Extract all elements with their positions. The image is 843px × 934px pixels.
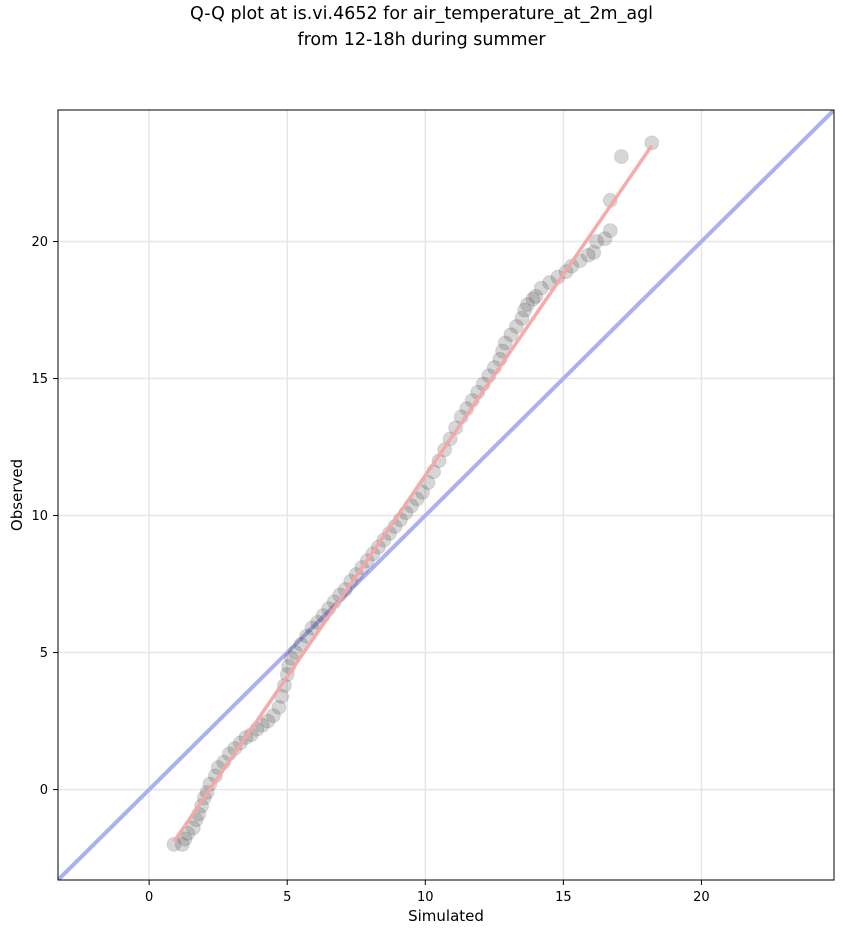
data-point	[166, 836, 182, 852]
data-point	[613, 149, 629, 165]
data-point	[177, 831, 193, 847]
data-point	[528, 288, 544, 304]
y-tick-label: 10	[31, 509, 48, 524]
data-point	[533, 280, 549, 296]
data-point	[497, 335, 513, 351]
data-point	[514, 310, 530, 326]
data-point	[602, 223, 618, 239]
data-point	[508, 318, 524, 334]
data-point	[519, 297, 535, 313]
data-point	[503, 327, 519, 343]
x-axis-label: Simulated	[408, 907, 484, 925]
data-point	[580, 247, 596, 263]
y-tick-label: 15	[31, 372, 48, 387]
data-point	[265, 708, 281, 724]
data-point	[271, 699, 287, 715]
data-point	[644, 135, 660, 151]
chart-title-line-2: from 12-18h during summer	[297, 30, 546, 50]
data-point	[517, 302, 533, 318]
data-point	[260, 713, 276, 729]
chart-title-line-1: Q-Q plot at is.vi.4652 for air_temperatu…	[189, 4, 654, 24]
data-point	[185, 820, 201, 836]
y-tick-label: 20	[31, 235, 48, 250]
x-tick-label: 5	[283, 890, 291, 905]
x-tick-label: 0	[145, 890, 153, 905]
data-point	[597, 231, 613, 247]
axes-frame	[57, 109, 835, 881]
data-point	[525, 291, 541, 307]
y-axis-label: Observed	[8, 459, 26, 531]
data-point	[589, 234, 605, 250]
data-point	[586, 244, 602, 260]
x-tick-label: 10	[417, 890, 434, 905]
y-tick-label: 5	[40, 646, 48, 661]
x-tick-label: 20	[693, 890, 710, 905]
fit-line	[172, 144, 654, 843]
data-point	[174, 836, 190, 852]
y-tick-label: 0	[40, 783, 48, 798]
x-tick-label: 15	[555, 890, 572, 905]
reference-line	[58, 110, 834, 880]
plot-area	[58, 110, 834, 880]
